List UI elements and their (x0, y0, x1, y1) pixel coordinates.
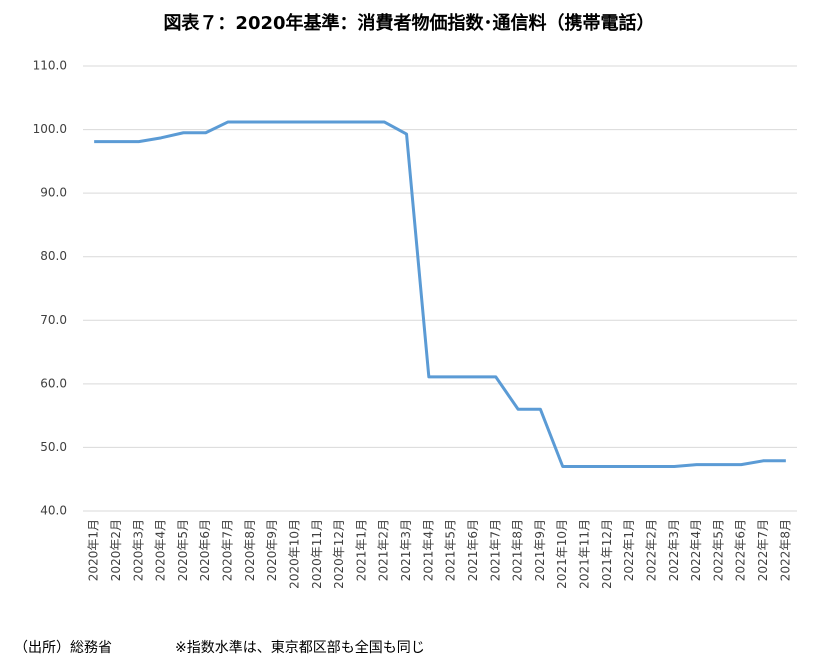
x-tick-label: 2021年8月 (511, 519, 525, 581)
x-tick-label: 2021年12月 (600, 519, 614, 589)
x-tick-label: 2021年5月 (444, 519, 458, 581)
x-tick-label: 2022年8月 (778, 519, 792, 581)
x-tick-label: 2020年5月 (176, 519, 190, 581)
x-tick-label: 2021年4月 (421, 519, 435, 581)
x-tick-label: 2022年4月 (689, 519, 703, 581)
x-tick-label: 2022年5月 (711, 519, 725, 581)
x-tick-label: 2022年6月 (734, 519, 748, 581)
y-tick-label: 90.0 (40, 186, 67, 200)
x-tick-label: 2021年11月 (578, 519, 592, 589)
chart-title: 図表７：2020年基準：消費者物価指数･通信料（携帯電話） (163, 12, 654, 34)
x-tick-label: 2021年10月 (555, 519, 569, 589)
y-tick-label: 70.0 (40, 313, 67, 327)
x-tick-label: 2020年11月 (310, 519, 324, 589)
x-tick-label: 2022年1月 (622, 519, 636, 581)
x-tick-label: 2022年7月 (756, 519, 770, 581)
x-tick-label: 2020年10月 (287, 519, 301, 589)
x-tick-label: 2022年2月 (644, 519, 658, 581)
x-tick-label: 2020年2月 (109, 519, 123, 581)
y-tick-label: 100.0 (33, 122, 67, 136)
x-tick-label: 2020年12月 (332, 519, 346, 589)
note: ※指数水準は、東京都区部も全国も同じ (175, 639, 425, 656)
x-tick-label: 2020年7月 (221, 519, 235, 581)
y-tick-label: 110.0 (33, 59, 67, 73)
y-tick-label: 60.0 (40, 376, 67, 390)
x-tick-label: 2021年6月 (466, 519, 480, 581)
y-tick-label: 50.0 (40, 440, 67, 454)
x-tick-label: 2021年7月 (488, 519, 502, 581)
x-tick-label: 2020年1月 (87, 519, 101, 581)
source: （出所）総務省 (14, 640, 112, 656)
line (94, 120, 786, 468)
x-tick-label: 2020年6月 (198, 519, 212, 581)
y-tick-label: 40.0 (40, 504, 67, 518)
x-tick-label: 2020年3月 (131, 519, 145, 581)
x-tick-label: 2021年9月 (533, 519, 547, 581)
x-tick-label: 2021年3月 (399, 519, 413, 581)
x-tick-label: 2020年9月 (265, 519, 279, 581)
x-tick-label: 2022年3月 (667, 519, 681, 581)
x-tick-label: 2020年8月 (243, 519, 257, 581)
x-tick-label: 2020年4月 (154, 519, 168, 581)
y-tick-label: 80.0 (40, 249, 67, 263)
x-tick-label: 2021年2月 (377, 519, 391, 581)
x-tick-label: 2021年1月 (354, 519, 368, 581)
